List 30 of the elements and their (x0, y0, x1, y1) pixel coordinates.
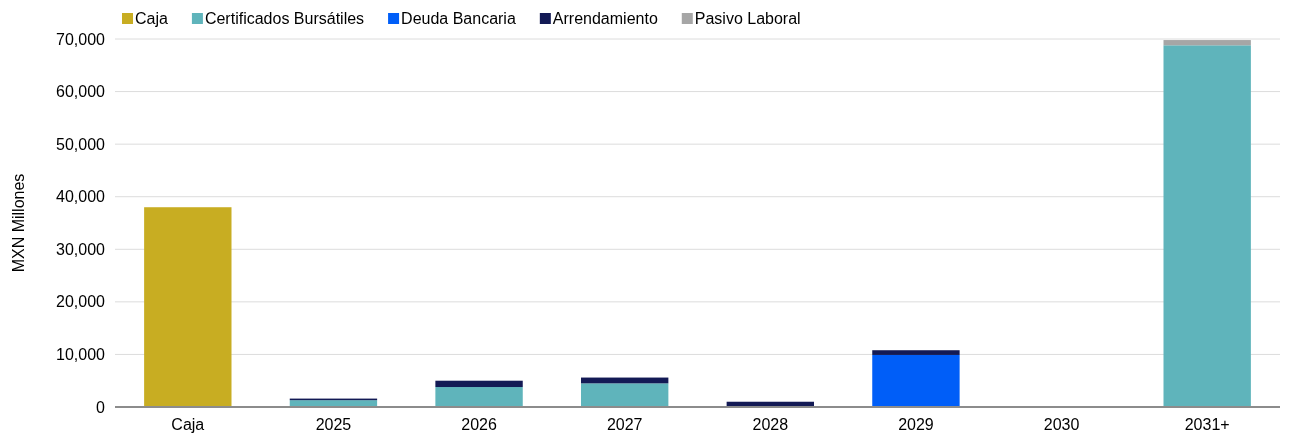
bar (435, 387, 523, 407)
x-tick-label: 2030 (1043, 416, 1080, 434)
bar (581, 383, 669, 407)
x-tick-label: 2028 (752, 416, 789, 434)
bar (872, 354, 960, 407)
x-tick-label: Caja (171, 416, 205, 434)
y-tick-label: 70,000 (56, 30, 106, 48)
y-tick-label: 40,000 (56, 188, 106, 206)
bar (144, 207, 232, 407)
y-tick-label: 20,000 (56, 293, 106, 311)
x-tick-label: 2025 (315, 416, 352, 434)
y-tick-label: 30,000 (56, 240, 106, 258)
x-tick-label: 2029 (898, 416, 934, 434)
bar (872, 350, 960, 355)
bar (1163, 45, 1251, 407)
legend-label: Caja (135, 10, 169, 27)
x-tick-label: 2031+ (1184, 416, 1230, 434)
y-tick-label: 60,000 (56, 83, 106, 101)
bar (1163, 40, 1251, 46)
bar (435, 380, 523, 388)
legend-label: Pasivo Laboral (694, 10, 801, 27)
x-tick-label: 2026 (461, 416, 497, 434)
y-tick-label: 0 (96, 398, 106, 416)
y-tick-label: 10,000 (56, 346, 106, 364)
legend-label: Certificados Bursátiles (204, 10, 365, 27)
legend-label: Deuda Bancaria (401, 10, 516, 27)
y-tick-label: 50,000 (56, 135, 106, 153)
y-axis-title: MXN Millones (10, 173, 27, 273)
x-tick-label: 2027 (606, 416, 643, 434)
legend-label: Arrendamiento (552, 10, 658, 27)
